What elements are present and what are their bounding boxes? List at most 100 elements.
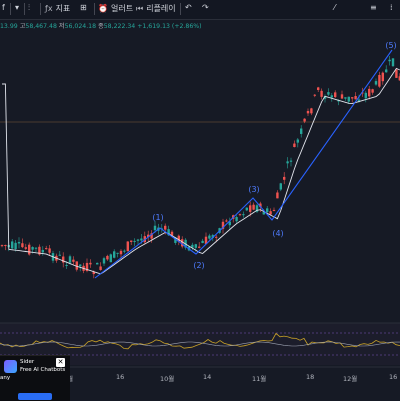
symbol-menu-fragment[interactable]: f	[2, 3, 5, 12]
candle-body	[300, 128, 303, 134]
candle-body	[11, 241, 14, 249]
undo-icon[interactable]: ↶	[185, 3, 192, 12]
oscillator-signal-line	[0, 341, 400, 347]
candle-body	[211, 235, 214, 238]
replay-button[interactable]: ⏮ 리플레이	[136, 3, 176, 14]
candle-body	[150, 233, 153, 239]
ad-subtitle: Free AI Chatbots	[20, 367, 66, 373]
candle-body	[102, 258, 106, 264]
close-value: 58,222.34	[103, 23, 136, 30]
candle-body	[113, 251, 116, 258]
candle-body	[116, 252, 119, 254]
candle-body	[340, 94, 344, 99]
candle-body	[174, 237, 177, 243]
candle-body	[191, 244, 194, 248]
candle-body	[272, 209, 276, 211]
candle-body	[323, 96, 327, 99]
replay-label: 리플레이	[146, 4, 176, 13]
ad-cta-button[interactable]	[18, 393, 52, 400]
candle-body	[96, 262, 99, 265]
candle-body	[133, 240, 136, 242]
candle-body	[85, 262, 89, 271]
change-value: +1,619.13 (+2.86%)	[137, 23, 202, 30]
candle-body	[68, 256, 72, 263]
candle-body	[126, 241, 129, 252]
candle-body	[38, 246, 41, 255]
time-tick-14: 14	[203, 373, 212, 381]
candle-body	[235, 217, 238, 222]
open-value-fragment: 13.99	[0, 23, 18, 30]
ad-title: Sider	[20, 359, 35, 365]
sider-ad-popup[interactable]: Sider Free AI Chatbots any ✕	[0, 355, 70, 401]
candle-body	[310, 108, 313, 114]
candle-body	[92, 271, 95, 275]
candle-body	[269, 211, 272, 215]
drawing-tools-icon[interactable]: ≡	[370, 3, 377, 12]
moving-average-line	[2, 67, 400, 275]
candle-body	[391, 58, 395, 67]
candle-body	[398, 76, 400, 81]
candle-body	[347, 96, 350, 102]
candle-body	[330, 95, 333, 98]
candle-body	[170, 231, 174, 236]
candle-body	[296, 139, 299, 143]
more-tools-icon[interactable]: ⁞	[390, 3, 393, 12]
trendline-tool-icon[interactable]: ⁄	[334, 3, 336, 12]
candle-body	[201, 240, 204, 244]
candle-body	[31, 247, 34, 250]
indicators-label: 지표	[55, 4, 71, 13]
wave-label-5: (5)	[385, 41, 396, 50]
candle-body	[21, 243, 24, 248]
candle-body	[198, 246, 201, 248]
candle-body	[130, 240, 133, 242]
wave-label-4: (4)	[272, 229, 283, 238]
candle-body	[252, 204, 255, 210]
candle-body	[28, 244, 31, 255]
candle-body	[262, 212, 265, 215]
candle-body	[225, 220, 228, 222]
wave-label-2: (2)	[193, 261, 204, 270]
candle-body	[0, 245, 4, 247]
candle-body	[75, 261, 78, 270]
candle-body	[34, 247, 38, 249]
candle-body	[62, 256, 65, 263]
candle-body	[140, 238, 143, 241]
time-tick-16b: 16	[389, 373, 398, 381]
high-label: 고	[19, 23, 26, 30]
candle-body	[177, 235, 180, 242]
candle-body	[89, 262, 92, 265]
candle-body	[164, 225, 167, 230]
ad-close-button[interactable]: ✕	[56, 358, 65, 367]
candle-body	[194, 244, 197, 248]
candle-body	[167, 229, 170, 236]
candle-body	[327, 92, 330, 95]
interval-dropdown-icon[interactable]: ▾	[15, 3, 20, 12]
time-tick-dec: 12월	[343, 375, 358, 383]
candle-body	[79, 264, 82, 267]
redo-icon[interactable]: ↷	[202, 3, 209, 12]
wave-label-3: (3)	[248, 185, 259, 194]
candle-body	[388, 59, 391, 62]
candle-body	[65, 264, 68, 266]
candle-body	[313, 94, 316, 96]
layout-grid-icon[interactable]: ⊞	[80, 3, 87, 12]
replay-icon: ⏮	[136, 4, 144, 13]
candle-body	[357, 99, 361, 102]
candle-body	[215, 236, 218, 238]
time-tick-16: 16	[116, 373, 125, 381]
indicators-icon: ƒx	[45, 4, 53, 13]
candle-body	[320, 90, 323, 97]
candle-body	[361, 92, 364, 94]
candle-body	[242, 214, 245, 216]
elliott-wave-line	[94, 49, 393, 279]
time-tick-nov: 11월	[252, 375, 267, 383]
sider-logo-icon	[4, 360, 17, 373]
candle-body	[317, 87, 320, 90]
candle-body	[374, 81, 378, 85]
chart-type-icon[interactable]: ⫶	[28, 3, 30, 12]
candle-body	[119, 250, 123, 255]
alert-button[interactable]: ⏰ 얼러트	[98, 3, 133, 14]
indicators-button[interactable]: ƒx 지표	[45, 3, 70, 14]
candle-body	[293, 143, 296, 148]
